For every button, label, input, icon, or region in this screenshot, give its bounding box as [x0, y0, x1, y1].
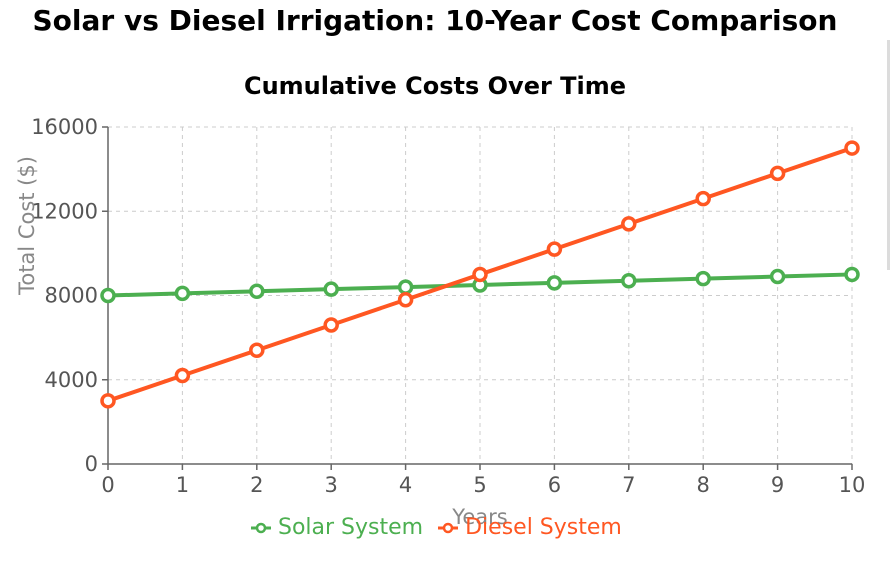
- series-group: [100, 140, 860, 409]
- series-1: [100, 140, 860, 409]
- data-point: [695, 270, 711, 287]
- data-point: [249, 283, 265, 300]
- grid-lines: [108, 126, 853, 464]
- series-0: [100, 266, 860, 304]
- x-axis-label: Years: [451, 505, 507, 529]
- page-title: Solar vs Diesel Irrigation: 10-Year Cost…: [32, 4, 838, 37]
- x-tick-label: 10: [839, 473, 866, 497]
- data-point: [695, 190, 711, 207]
- data-point: [844, 266, 860, 283]
- data-point: [621, 273, 637, 289]
- data-point: [769, 165, 786, 182]
- data-point: [472, 266, 488, 283]
- x-tick-label: 9: [771, 473, 784, 497]
- y-tick-label: 0: [85, 452, 98, 476]
- legend: Solar System Diesel System: [250, 515, 636, 540]
- x-tick-label: 5: [473, 473, 486, 497]
- axes: [102, 126, 853, 470]
- data-point: [249, 342, 265, 359]
- x-tick-label: 0: [101, 473, 114, 497]
- data-point: [323, 317, 339, 333]
- x-tick-label: 7: [622, 473, 635, 497]
- legend-swatch: [438, 522, 459, 533]
- data-point: [174, 285, 191, 302]
- data-point: [621, 216, 637, 232]
- data-point: [546, 241, 563, 257]
- scrollbar[interactable]: [887, 40, 890, 270]
- x-tick-label: 6: [548, 473, 561, 497]
- y-tick-label: 8000: [45, 284, 98, 308]
- tick-labels: 0 1 2 3 4 5 6 7 8 9 10 0 4000 8000 12000 16000: [31, 115, 865, 497]
- legend-item[interactable]: Diesel System: [437, 515, 622, 540]
- data-point: [100, 393, 116, 409]
- data-point: [769, 268, 786, 285]
- data-point: [397, 279, 414, 295]
- x-tick-label: 2: [250, 473, 263, 497]
- data-point: [546, 275, 563, 291]
- legend-item[interactable]: Solar System: [250, 515, 423, 540]
- legend-swatch: [251, 522, 271, 533]
- data-point: [397, 291, 414, 308]
- y-axis-label: Total Cost ($): [15, 156, 39, 296]
- x-tick-label: 1: [176, 473, 189, 497]
- legend-label: Diesel System: [465, 515, 622, 540]
- legend-label: Solar System: [278, 515, 424, 540]
- chart-title: Cumulative Costs Over Time: [243, 72, 627, 100]
- data-point: [844, 140, 860, 156]
- data-point: [323, 281, 339, 297]
- y-tick-label: 4000: [45, 368, 98, 392]
- y-tick-label: 16000: [31, 115, 98, 139]
- x-tick-label: 3: [325, 473, 338, 497]
- x-tick-label: 4: [399, 473, 412, 497]
- data-point: [100, 287, 116, 304]
- x-tick-label: 8: [697, 473, 710, 497]
- data-point: [174, 367, 191, 384]
- y-tick-label: 12000: [31, 199, 98, 223]
